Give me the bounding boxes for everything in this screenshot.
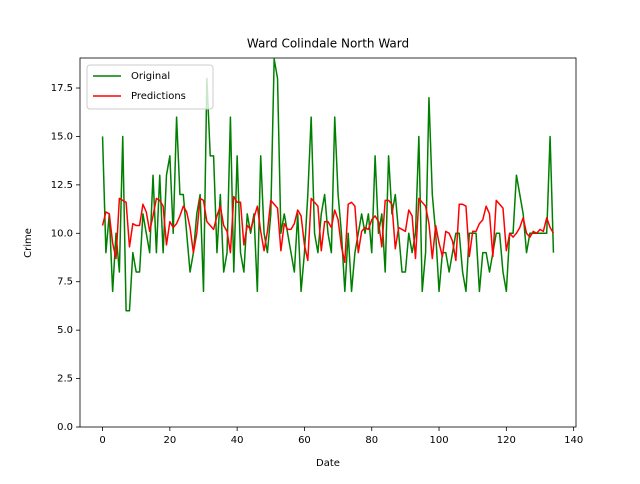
x-tick-label: 80 xyxy=(365,435,378,446)
x-axis-label: Date xyxy=(316,458,340,469)
plot-frame xyxy=(79,57,577,428)
legend-label: Predictions xyxy=(131,91,186,102)
x-tick-label: 60 xyxy=(298,435,311,446)
y-axis-label: Crime xyxy=(23,228,34,258)
x-tick-label: 20 xyxy=(163,435,176,446)
y-tick-label: 10.0 xyxy=(51,228,73,239)
x-tick-label: 40 xyxy=(231,435,244,446)
x-tick-label: 140 xyxy=(564,435,583,446)
y-tick-label: 17.5 xyxy=(51,83,73,94)
legend-label: Original xyxy=(131,71,170,82)
y-tick-label: 0.0 xyxy=(57,422,73,433)
x-tick-label: 100 xyxy=(429,435,448,446)
y-tick-label: 5.0 xyxy=(57,325,73,336)
x-tick-label: 0 xyxy=(99,435,105,446)
series-line xyxy=(101,195,555,264)
y-tick-label: 15.0 xyxy=(51,131,73,142)
chart-title: Ward Colindale North Ward xyxy=(247,37,409,51)
y-tick-label: 12.5 xyxy=(51,180,73,191)
series-line xyxy=(101,58,555,312)
y-tick-label: 2.5 xyxy=(57,374,73,385)
x-tick-label: 120 xyxy=(497,435,516,446)
y-tick-label: 7.5 xyxy=(57,277,73,288)
